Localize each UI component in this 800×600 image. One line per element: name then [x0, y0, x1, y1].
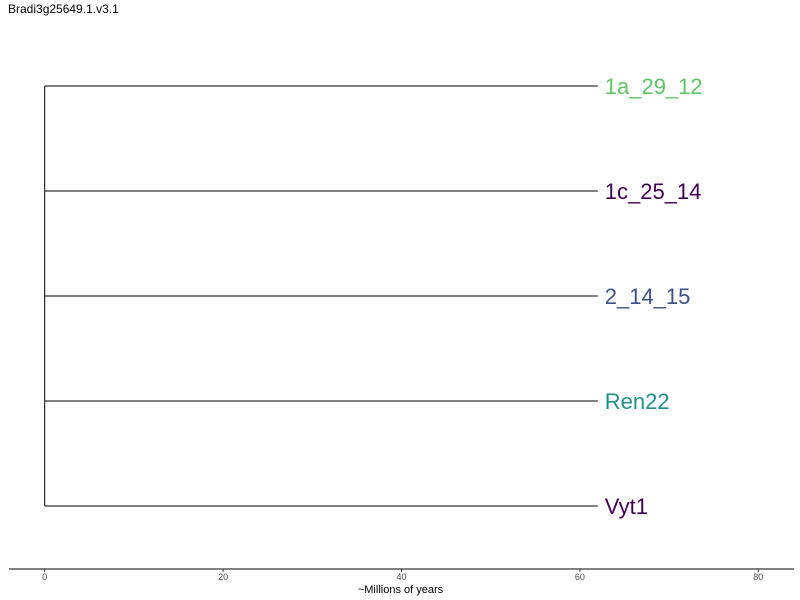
chart-title: Bradi3g25649.1.v3.1 [8, 2, 119, 16]
tip-label-1: 1c_25_14 [605, 179, 702, 204]
tip-label-0: 1a_29_12 [605, 74, 703, 99]
x-tick-label-3: 60 [575, 572, 585, 582]
tip-label-3: Ren22 [605, 389, 670, 414]
tip-label-2: 2_14_15 [605, 284, 691, 309]
x-tick-label-1: 20 [218, 572, 228, 582]
x-tick-label-0: 0 [42, 572, 47, 582]
tip-label-4: Vyt1 [605, 494, 648, 519]
x-axis-title: ~Millions of years [358, 584, 444, 596]
x-tick-label-2: 40 [396, 572, 406, 582]
x-tick-label-4: 80 [753, 572, 763, 582]
